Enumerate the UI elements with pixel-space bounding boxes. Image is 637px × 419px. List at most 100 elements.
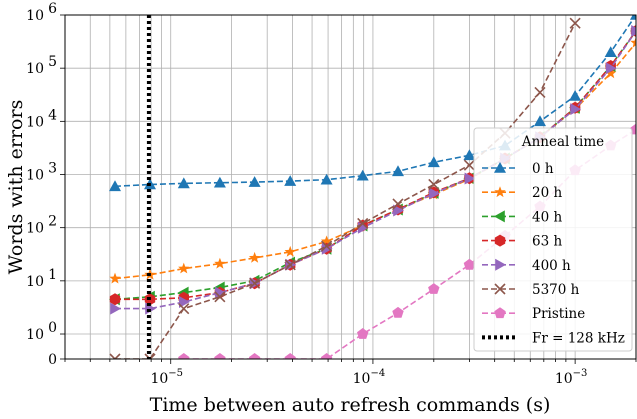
- y-tick-label: 10: [26, 114, 44, 130]
- y-tick-label: 10: [26, 327, 44, 343]
- legend-label: 400 h: [532, 258, 571, 274]
- series-line: [114, 15, 636, 188]
- data-point: [357, 328, 369, 339]
- y-tick-exponent: 6: [48, 1, 57, 17]
- legend-title: Anneal time: [521, 134, 604, 150]
- x-marker-stroke: [357, 217, 369, 230]
- data-point: [320, 235, 333, 247]
- legend-label: 40 h: [532, 209, 562, 225]
- x-marker-stroke: [428, 178, 440, 191]
- data-point: [630, 15, 636, 20]
- data-point: [284, 175, 297, 186]
- data-point: [284, 259, 296, 271]
- data-point: [570, 103, 582, 116]
- data-point: [109, 293, 121, 306]
- data-point: [630, 36, 636, 48]
- data-point: [429, 187, 440, 200]
- legend-box: [473, 127, 633, 352]
- x-marker-stroke: [113, 353, 121, 359]
- y-tick-label: 10: [26, 8, 44, 24]
- series-layer: [109, 15, 636, 359]
- y-tick-label: 10: [26, 221, 44, 237]
- y-tick-label: 10: [26, 274, 44, 290]
- data-point: [392, 198, 404, 210]
- data-point: [605, 67, 617, 79]
- legend-marker: [494, 186, 506, 198]
- y-tick-exponent: 2: [48, 214, 57, 230]
- y-tick-exponent: 4: [48, 107, 57, 123]
- x-marker-stroke: [178, 303, 190, 315]
- data-point: [284, 245, 296, 257]
- data-point: [109, 272, 121, 284]
- data-point: [249, 277, 261, 289]
- legend-marker: [494, 283, 506, 295]
- x-marker-stroke: [214, 291, 226, 303]
- data-point: [144, 353, 156, 359]
- plot-frame: [64, 14, 637, 360]
- data-point: [320, 173, 333, 185]
- y-tick-label: 10: [26, 168, 44, 184]
- data-point: [631, 25, 636, 37]
- data-point: [569, 17, 581, 29]
- legend-marker: [494, 307, 506, 319]
- data-point: [534, 86, 546, 98]
- data-point: [109, 180, 121, 192]
- legend-label: 0 h: [532, 161, 554, 177]
- data-point: [214, 257, 226, 269]
- data-point: [428, 283, 440, 294]
- series-line: [115, 30, 636, 310]
- x-marker-stroke: [321, 240, 333, 252]
- x-marker-stroke: [148, 353, 156, 359]
- data-point: [604, 46, 617, 57]
- y-tick-exponent: 0: [48, 320, 57, 336]
- data-point: [284, 353, 296, 359]
- x-marker-stroke: [249, 277, 261, 289]
- data-point: [178, 262, 190, 274]
- x-tick-label: 10−5: [150, 368, 183, 387]
- data-point: [248, 353, 261, 359]
- x-marker-stroke: [494, 283, 506, 295]
- data-point: [248, 176, 261, 187]
- data-point: [248, 251, 261, 263]
- data-point: [178, 353, 190, 359]
- data-point: [605, 62, 617, 75]
- x-marker-stroke: [463, 159, 475, 171]
- data-point: [463, 149, 476, 161]
- x-marker-stroke: [569, 17, 581, 29]
- data-point: [320, 353, 333, 359]
- data-point: [321, 240, 333, 252]
- x-tick-label: 10−3: [555, 368, 588, 387]
- data-point: [428, 178, 440, 191]
- data-point: [214, 291, 226, 303]
- legend-label: Fr = 128 kHz: [532, 330, 625, 346]
- y-tick-label: 10: [26, 61, 44, 77]
- legend-marker: [494, 234, 506, 247]
- data-point: [177, 177, 190, 189]
- x-marker-stroke: [392, 198, 404, 210]
- data-point: [392, 165, 404, 177]
- x-marker-stroke: [144, 353, 152, 359]
- legend-label: 5370 h: [532, 282, 580, 298]
- y-axis-label: Words with errors: [5, 100, 27, 275]
- x-axis-label: Time between auto refresh commands (s): [150, 394, 551, 416]
- data-point: [109, 353, 121, 359]
- data-point: [321, 242, 333, 255]
- data-point: [178, 303, 190, 315]
- legend-marker: [494, 162, 506, 173]
- data-point: [213, 176, 226, 188]
- data-point: [427, 156, 440, 168]
- data-point: [357, 217, 369, 230]
- x-marker-stroke: [284, 259, 296, 271]
- legend-label: 63 h: [532, 234, 562, 250]
- series-line: [115, 30, 636, 301]
- y-tick-exponent: 5: [48, 54, 57, 70]
- legend-label: Pristine: [532, 306, 585, 322]
- data-point: [463, 159, 475, 171]
- y-tick-exponent: 1: [48, 267, 57, 283]
- data-point: [569, 90, 582, 101]
- x-tick-label: 10−4: [353, 368, 386, 387]
- legend: Anneal time 0 h 20 h 40 h 63 h 400 h 5370 h Pri…: [473, 127, 633, 352]
- data-point: [392, 306, 404, 318]
